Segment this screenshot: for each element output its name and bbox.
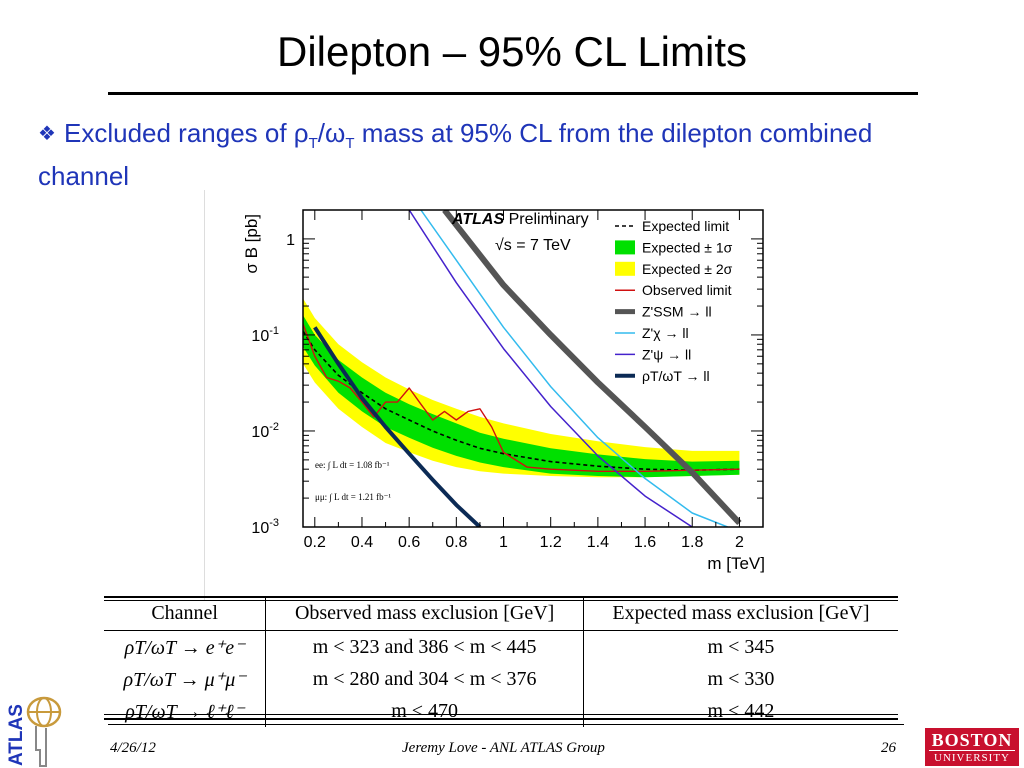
expected-limit-line <box>303 330 740 472</box>
plot-separator <box>204 190 205 600</box>
atlas-logo-text: ATLAS <box>6 704 27 766</box>
experiment-label: ATLAS Preliminary <box>451 211 589 228</box>
x-tick-label: 1 <box>499 534 508 551</box>
table-row: ρT/ωT → e⁺e⁻ m < 323 and 386 < m < 445 m… <box>104 630 898 663</box>
table-cell: m < 345 <box>707 635 775 658</box>
legend-label: Observed limit <box>642 282 732 298</box>
footer-page-number: 26 <box>881 740 896 756</box>
legend-label: Z'SSM → ll <box>642 304 712 320</box>
table-row: ρT/ωT → ℓ⁺ℓ⁻ m < 470 m < 442 <box>104 695 898 727</box>
lumi-ee-label: ee: ∫ L dt = 1.08 fb⁻¹ <box>315 460 390 471</box>
x-axis-label: m [TeV] <box>707 554 765 573</box>
table-cell: ρT/ωT → e⁺e⁻ <box>104 630 267 663</box>
slide-title: Dilepton – 95% CL Limits <box>277 28 747 75</box>
zchi-line <box>420 210 728 527</box>
table-row: ρT/ωT → μ⁺μ⁻ m < 280 and 304 < m < 376 m… <box>104 663 898 695</box>
x-tick-label: 2 <box>735 534 744 551</box>
legend-label: Expected ± 1σ <box>642 239 733 255</box>
x-tick-label: 1.8 <box>681 534 703 551</box>
x-tick-label: 0.2 <box>304 534 326 551</box>
table-rule <box>104 714 898 715</box>
footer-divider <box>108 724 904 725</box>
table-cell: m < 442 <box>707 699 775 722</box>
zpsi-line <box>408 210 693 527</box>
table-cell: m < 280 and 304 < m < 376 <box>265 663 584 695</box>
y-tick-label: 10-3 <box>251 517 279 537</box>
table-cell: ρT/ωT → μ⁺μ⁻ <box>104 663 267 695</box>
table-header-row: Channel Observed mass exclusion [GeV] Ex… <box>104 597 898 631</box>
plot-area <box>303 210 742 527</box>
bullet-text: Excluded ranges of ρT/ωT mass at 95% CL … <box>38 118 873 192</box>
legend-swatch <box>615 261 635 276</box>
legend-swatch <box>615 240 635 255</box>
rho-omega-line <box>313 326 482 527</box>
y-tick-label: 10-1 <box>251 325 279 345</box>
bu-logo-line2: UNIVERSITY <box>934 752 1010 764</box>
table-header: Observed mass exclusion [GeV] <box>265 597 584 631</box>
lumi-mumu-label: μμ: ∫ L dt = 1.21 fb⁻¹ <box>315 492 391 503</box>
y-tick-label: 1 <box>286 232 295 249</box>
footer-author: Jeremy Love - ANL ATLAS Group <box>402 740 605 756</box>
table-cell: m < 330 <box>707 667 775 690</box>
legend-label: Expected limit <box>642 218 729 234</box>
y-axis-label: σ B [pb] <box>242 214 261 274</box>
footer-date: 4/26/12 <box>110 740 156 756</box>
x-tick-label: 1.4 <box>587 534 609 551</box>
bullet-diamond-icon: ❖ <box>38 123 56 145</box>
table-header: Channel <box>104 597 267 631</box>
bu-logo-line1: BOSTON <box>929 730 1015 751</box>
limit-plot: 0.2 0.4 0.6 0.8 1 1.2 1.4 1.6 1.8 2 10-3 10-2 10-1 1 m… <box>242 209 765 573</box>
exclusion-table: Channel Observed mass exclusion [GeV] Ex… <box>104 597 898 727</box>
title-divider <box>108 92 918 95</box>
y-tick-label: 10-2 <box>251 421 279 441</box>
x-tick-label: 0.4 <box>351 534 373 551</box>
table-cell: m < 323 and 386 < m < 445 <box>265 630 584 663</box>
energy-label: √s = 7 TeV <box>495 237 571 254</box>
zssm-line <box>442 210 742 526</box>
bullet-item: ❖ Excluded ranges of ρT/ωT mass at 95% CL… <box>38 117 938 192</box>
table-header: Expected mass exclusion [GeV] <box>583 597 898 631</box>
table-cell: m < 470 <box>265 695 584 727</box>
table-cell: ρT/ωT → ℓ⁺ℓ⁻ <box>104 695 267 727</box>
legend-label: Z'ψ → ll <box>642 346 691 362</box>
boston-university-logo: BOSTON UNIVERSITY <box>925 728 1019 766</box>
observed-limit-line <box>303 323 740 472</box>
expected-1sigma-band <box>303 315 740 478</box>
legend-label: Expected ± 2σ <box>642 261 733 277</box>
legend-label: Z'χ → ll <box>642 325 689 341</box>
atlas-logo: ATLAS <box>6 696 62 767</box>
table-rule <box>104 718 898 720</box>
x-tick-label: 0.8 <box>445 534 467 551</box>
plot-frame <box>302 209 764 528</box>
x-tick-label: 1.2 <box>540 534 562 551</box>
x-tick-label: 1.6 <box>634 534 656 551</box>
x-tick-label: 0.6 <box>398 534 420 551</box>
legend-label: ρT/ωT → ll <box>642 368 710 384</box>
